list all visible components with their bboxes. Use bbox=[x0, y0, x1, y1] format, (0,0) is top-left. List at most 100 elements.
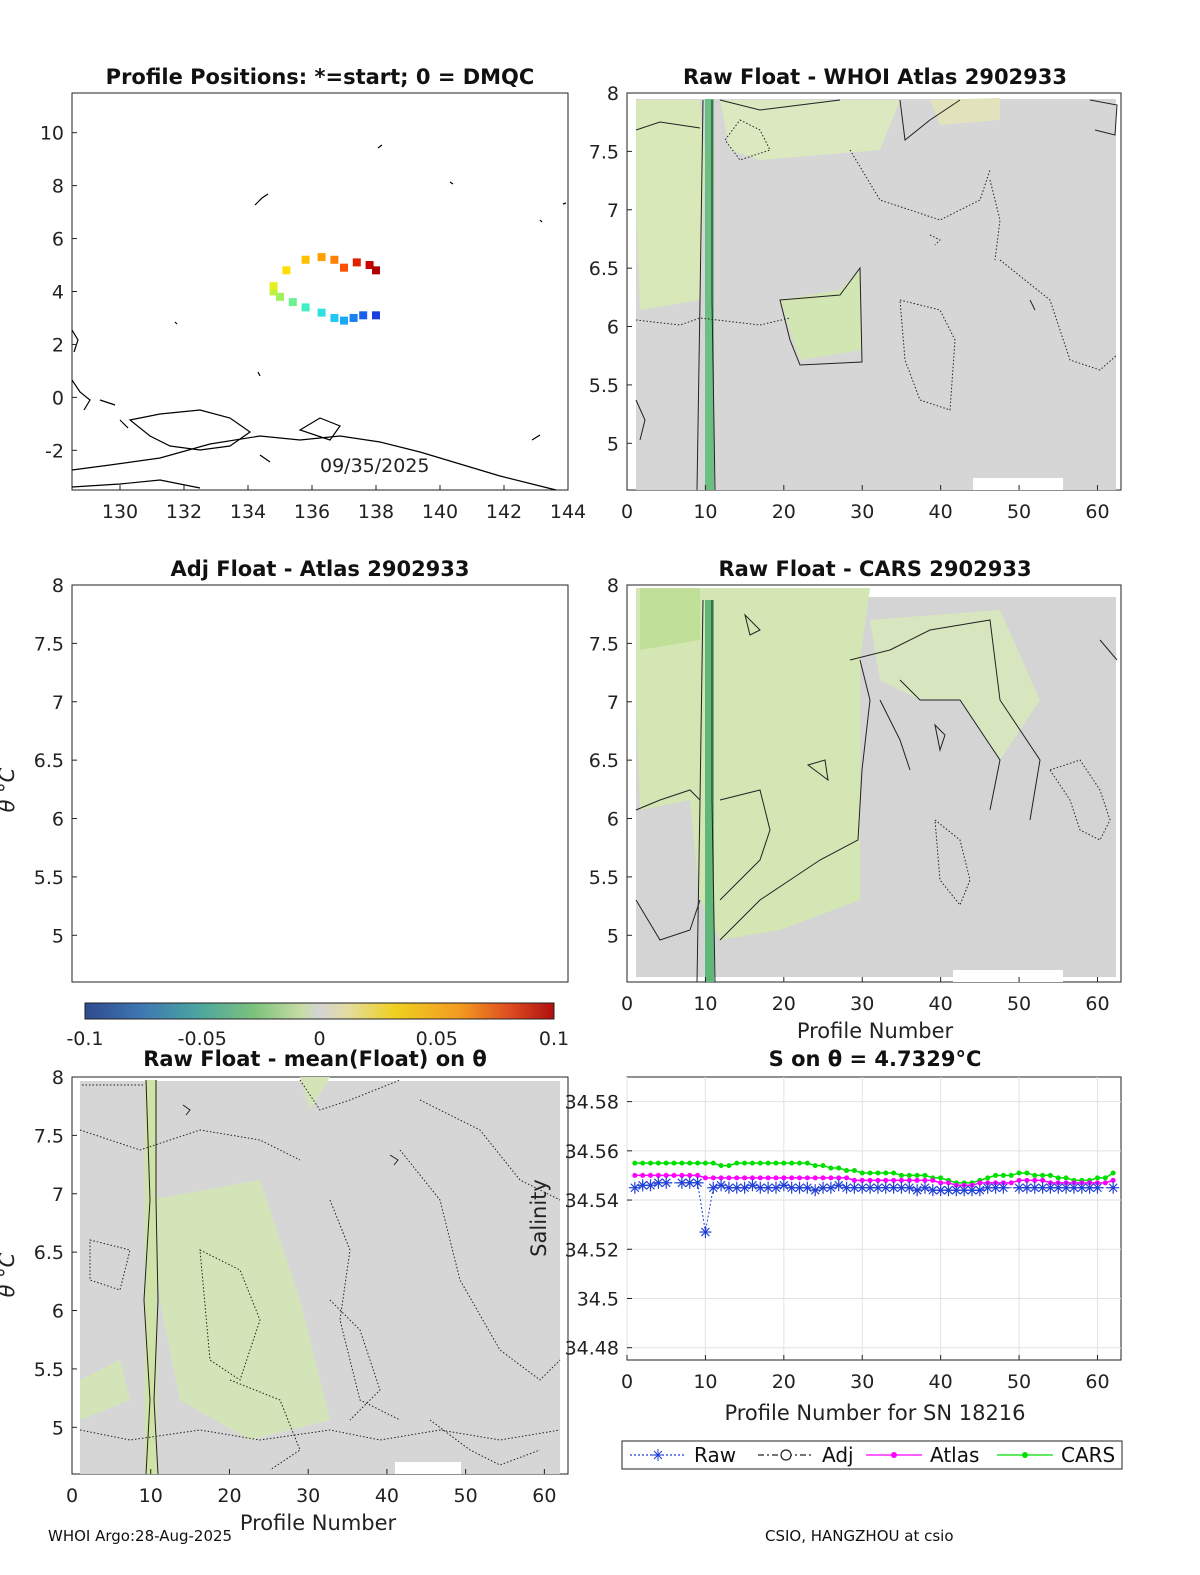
cars-point bbox=[914, 1172, 920, 1178]
colorbar-tick-label: 0.05 bbox=[416, 1028, 458, 1050]
atlas-point bbox=[679, 1172, 685, 1178]
cars-green-region-1 bbox=[636, 588, 870, 940]
atlas-point bbox=[773, 1175, 779, 1181]
atlas-point bbox=[859, 1177, 865, 1183]
atlas-point bbox=[1008, 1180, 1014, 1186]
positions-xtick-label: 144 bbox=[550, 501, 586, 523]
track-point bbox=[317, 308, 326, 317]
atlas-point bbox=[938, 1180, 944, 1186]
atlas-point bbox=[757, 1175, 763, 1181]
positions-ytick-label: 2 bbox=[52, 334, 64, 356]
track-point bbox=[288, 298, 297, 307]
cars-point bbox=[1008, 1172, 1014, 1178]
coastline bbox=[71, 144, 567, 491]
cars-ytick-label: 7.5 bbox=[589, 633, 619, 655]
positions-ytick-label: 10 bbox=[40, 123, 64, 145]
atlas-point bbox=[820, 1175, 826, 1181]
colorbar-tick-label: -0.05 bbox=[178, 1028, 227, 1050]
positions-ytick-label: 6 bbox=[52, 229, 64, 251]
atlas-point bbox=[742, 1175, 748, 1181]
cars-point bbox=[898, 1172, 904, 1178]
mean-xtick-label: 30 bbox=[296, 1485, 320, 1507]
track-point bbox=[330, 313, 339, 322]
adj-ytick-label: 6.5 bbox=[34, 750, 64, 772]
salinity-axes bbox=[626, 1076, 1122, 1361]
track-point bbox=[340, 263, 348, 272]
cars-point bbox=[859, 1170, 865, 1176]
legend-label: Atlas bbox=[930, 1443, 979, 1467]
atlas-point bbox=[1102, 1180, 1108, 1186]
cars-ytick-label: 6 bbox=[607, 809, 619, 831]
whoi-heatmap-bg bbox=[636, 99, 1116, 490]
cars-ytick-label: 8 bbox=[607, 575, 619, 597]
track-point bbox=[372, 266, 380, 275]
mean-dotted-contours bbox=[79, 1079, 561, 1471]
cars-missing-data bbox=[953, 970, 1063, 982]
track-point bbox=[359, 311, 368, 320]
salinity-panel: S on θ = 4.7329°C 0 10 20 30 40 50 60 34.58 34.5… bbox=[527, 1047, 1123, 1470]
salinity-ytick-label: 34.5 bbox=[577, 1288, 619, 1310]
atlas-point bbox=[702, 1175, 708, 1181]
cars-xtick-label: 30 bbox=[850, 993, 874, 1015]
whoi-ytick-label: 7 bbox=[607, 200, 619, 222]
cars-point bbox=[875, 1170, 881, 1176]
track-point bbox=[276, 292, 284, 301]
legend-item-adj: Adj bbox=[758, 1443, 854, 1467]
raw-point bbox=[691, 1176, 704, 1189]
mean-contours bbox=[143, 1079, 399, 1475]
cars-xtick-label: 50 bbox=[1007, 993, 1031, 1015]
positions-title: Profile Positions: *=start; 0 = DMQC bbox=[106, 65, 535, 89]
whoi-xtick-label: 10 bbox=[693, 501, 717, 523]
cars-point bbox=[632, 1160, 638, 1166]
atlas-point bbox=[695, 1172, 701, 1178]
salinity-xlabel: Profile Number for SN 18216 bbox=[724, 1401, 1025, 1425]
footer-right: CSIO, HANGZHOU at csio bbox=[765, 1527, 954, 1545]
atlas-point bbox=[898, 1177, 904, 1183]
whoi-profile-10-column bbox=[705, 99, 714, 490]
positions-panel: Profile Positions: *=start; 0 = DMQC 09/… bbox=[40, 65, 586, 523]
mean-panel: Raw Float - mean(Float) on θ bbox=[0, 1047, 569, 1535]
whoi-ytick-label: 8 bbox=[607, 83, 619, 105]
cars-profile-10-column bbox=[705, 600, 714, 982]
salinity-xtick-label: 50 bbox=[1007, 1371, 1031, 1393]
cars-point bbox=[836, 1165, 842, 1171]
adj-ytick-label: 7 bbox=[52, 692, 64, 714]
positions-ytick-label: 0 bbox=[52, 387, 64, 409]
colorbar: -0.1 -0.05 0 0.05 0.1 bbox=[66, 1002, 569, 1050]
mean-missing-data bbox=[395, 1462, 461, 1474]
adj-ytick-label: 8 bbox=[52, 575, 64, 597]
atlas-point bbox=[749, 1175, 755, 1181]
track-point bbox=[349, 313, 358, 322]
whoi-ytick-label: 6 bbox=[607, 317, 619, 339]
salinity-title: S on θ = 4.7329°C bbox=[769, 1047, 982, 1071]
cars-xtick-label: 10 bbox=[693, 993, 717, 1015]
legend-label: Raw bbox=[694, 1443, 736, 1467]
atlas-point bbox=[726, 1175, 732, 1181]
whoi-missing-data bbox=[973, 478, 1063, 490]
cars-point bbox=[695, 1160, 701, 1166]
salinity-grid bbox=[626, 1077, 1121, 1360]
raw-point bbox=[1091, 1181, 1104, 1194]
cars-point bbox=[1063, 1175, 1069, 1181]
track-point bbox=[372, 311, 380, 320]
cars-point bbox=[702, 1160, 708, 1166]
cars-point bbox=[679, 1160, 685, 1166]
salinity-ticks: 0 10 20 30 40 50 60 34.58 34.56 34.54 34.52 34.5 34.… bbox=[565, 1092, 1110, 1393]
positions-xtick-label: 140 bbox=[422, 501, 458, 523]
positions-xtick-label: 136 bbox=[294, 501, 330, 523]
raw-point bbox=[1060, 1181, 1073, 1194]
positions-ytick-label: 4 bbox=[52, 282, 64, 304]
colorbar-gradient bbox=[84, 1002, 555, 1020]
atlas-point bbox=[828, 1175, 834, 1181]
cars-point bbox=[993, 1172, 999, 1178]
cars-xtick-label: 40 bbox=[929, 993, 953, 1015]
legend-label: Adj bbox=[822, 1443, 854, 1467]
atlas-point bbox=[836, 1175, 842, 1181]
whoi-ticks: 0 10 20 30 40 50 60 8 7.5 7 6.5 6 5.5 5 bbox=[589, 83, 1110, 523]
cars-point bbox=[1110, 1170, 1116, 1176]
cars-title: Raw Float - CARS 2902933 bbox=[718, 557, 1031, 581]
cars-point bbox=[938, 1175, 944, 1181]
mean-xtick-label: 0 bbox=[66, 1485, 78, 1507]
atlas-point bbox=[977, 1180, 983, 1186]
atlas-point bbox=[687, 1172, 693, 1178]
